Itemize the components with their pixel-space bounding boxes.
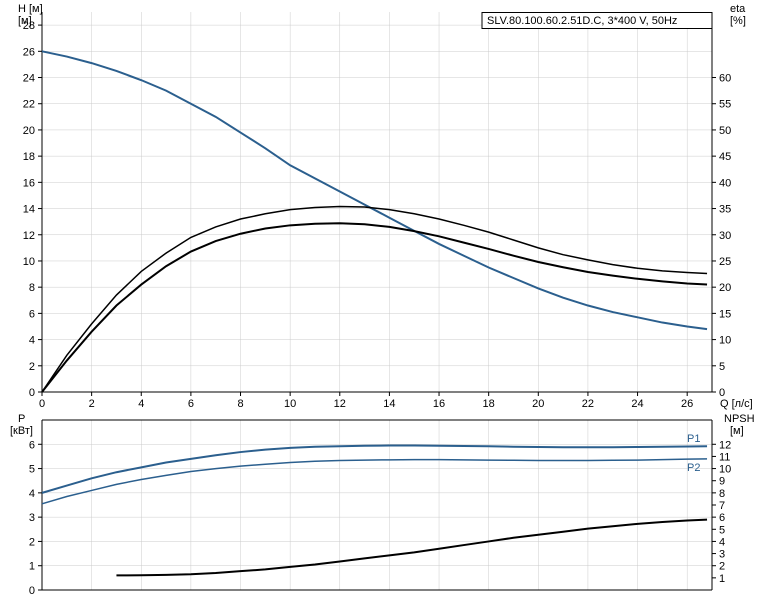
y-left-tick-label: 12 [23, 230, 35, 242]
y-left-tick-label: 16 [23, 177, 35, 189]
y-right-tick-label: 10 [719, 335, 731, 347]
y-left-tick-label: 0 [29, 387, 35, 399]
y-right-tick-label: 25 [719, 256, 731, 268]
x-tick-label: 24 [631, 398, 643, 410]
y-right-tick-label: 30 [719, 230, 731, 242]
p2-curve [42, 459, 707, 504]
npsh-tick-label: 7 [719, 500, 725, 512]
p-tick-label: 3 [29, 512, 35, 524]
svg-text:[м]: [м] [730, 425, 744, 437]
pump-curve-chart: 0246810121416182022242602468101214161820… [0, 0, 774, 611]
x-tick-label: 4 [138, 398, 144, 410]
x-tick-label: 18 [483, 398, 495, 410]
q-axis-label: Q [л/с] [720, 398, 753, 410]
chart-svg: 0246810121416182022242602468101214161820… [0, 0, 774, 611]
y-left-tick-label: 4 [29, 335, 35, 347]
y-right-tick-label: 15 [719, 308, 731, 320]
x-tick-label: 20 [532, 398, 544, 410]
y-left-tick-label: 22 [23, 99, 35, 111]
y-right-tick-label: 45 [719, 151, 731, 163]
npsh-tick-label: 11 [719, 451, 730, 463]
x-tick-label: 0 [39, 398, 45, 410]
x-tick-label: 2 [89, 398, 95, 410]
y-left-tick-label: 6 [29, 308, 35, 320]
npsh-axis-label: NPSH [724, 413, 755, 425]
x-tick-label: 8 [237, 398, 243, 410]
y-left-tick-label: 14 [23, 204, 35, 216]
svg-text:[%]: [%] [730, 15, 746, 27]
p2-label: P2 [687, 462, 700, 474]
y-right-tick-label: 55 [719, 99, 731, 111]
x-tick-label: 14 [383, 398, 395, 410]
eta-curve-lower [42, 223, 707, 392]
y-right-tick-label: 35 [719, 204, 731, 216]
x-tick-label: 10 [284, 398, 296, 410]
p-tick-label: 1 [29, 561, 35, 573]
h-axis-label: H [м] [18, 3, 43, 15]
x-tick-label: 12 [334, 398, 346, 410]
eta-axis-label: eta [730, 3, 746, 15]
x-tick-label: 6 [188, 398, 194, 410]
y-left-tick-label: 8 [29, 282, 35, 294]
p-tick-label: 4 [29, 488, 35, 500]
y-right-tick-label: 50 [719, 125, 731, 137]
npsh-tick-label: 6 [719, 512, 725, 524]
chart-title: SLV.80.100.60.2.51D.C, 3*400 V, 50Hz [487, 15, 677, 27]
npsh-tick-label: 5 [719, 524, 725, 536]
p1-curve [42, 446, 707, 493]
x-tick-label: 16 [433, 398, 445, 410]
p1-label: P1 [687, 433, 700, 445]
eta-curve-upper [42, 206, 707, 392]
p-tick-label: 0 [29, 585, 35, 597]
x-tick-label: 26 [681, 398, 693, 410]
y-left-tick-label: 18 [23, 151, 35, 163]
svg-text:[м]: [м] [18, 15, 32, 27]
y-right-tick-label: 40 [719, 177, 731, 189]
y-right-tick-label: 20 [719, 282, 731, 294]
svg-text:[кВт]: [кВт] [10, 425, 33, 437]
p-axis-label: P [18, 413, 25, 425]
npsh-curve [116, 520, 707, 576]
npsh-tick-label: 2 [719, 561, 725, 573]
y-right-tick-label: 60 [719, 73, 731, 85]
head-curve [42, 51, 707, 329]
y-left-tick-label: 10 [23, 256, 35, 268]
npsh-tick-label: 1 [719, 573, 725, 585]
p-tick-label: 5 [29, 464, 35, 476]
x-tick-label: 22 [582, 398, 594, 410]
npsh-tick-label: 3 [719, 549, 725, 561]
y-left-tick-label: 2 [29, 361, 35, 373]
npsh-tick-label: 8 [719, 488, 725, 500]
p-tick-label: 2 [29, 536, 35, 548]
npsh-tick-label: 10 [719, 464, 731, 476]
y-left-tick-label: 24 [23, 73, 35, 85]
p-tick-label: 6 [29, 439, 35, 451]
npsh-tick-label: 12 [719, 439, 731, 451]
y-right-tick-label: 5 [719, 361, 725, 373]
npsh-tick-label: 4 [719, 536, 725, 548]
npsh-tick-label: 9 [719, 476, 725, 488]
y-left-tick-label: 20 [23, 125, 35, 137]
y-left-tick-label: 26 [23, 46, 35, 58]
